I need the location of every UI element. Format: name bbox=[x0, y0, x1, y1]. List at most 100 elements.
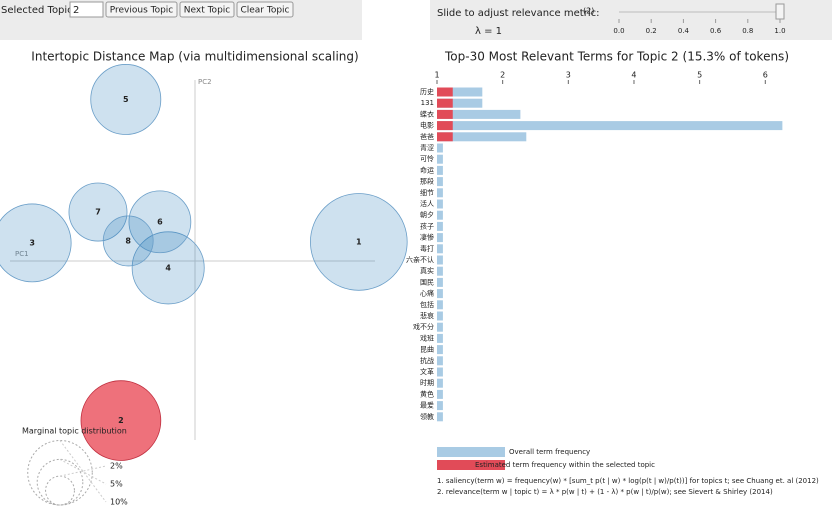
bar-title: Top-30 Most Relevant Terms for Topic 2 (… bbox=[444, 50, 789, 64]
topic-label: 3 bbox=[29, 238, 35, 247]
term-bar[interactable] bbox=[437, 221, 443, 231]
term-bar[interactable] bbox=[437, 132, 527, 142]
term-bar[interactable] bbox=[437, 132, 453, 142]
topic-input-value[interactable]: 2 bbox=[73, 5, 79, 16]
term-label: 青涩 bbox=[420, 143, 434, 152]
slider-tick-label: 0.4 bbox=[678, 27, 690, 35]
topic-bubble[interactable] bbox=[102, 215, 154, 267]
slider-tick-label: 0.0 bbox=[613, 27, 624, 35]
legend-label: 10% bbox=[110, 498, 128, 507]
topic-label: 4 bbox=[165, 263, 171, 272]
legend-circle bbox=[45, 475, 75, 506]
term-bar[interactable] bbox=[437, 311, 443, 321]
term-label: 国民 bbox=[420, 278, 434, 286]
term-bar[interactable] bbox=[437, 109, 453, 119]
term-bar[interactable] bbox=[437, 87, 453, 97]
term-label: 领教 bbox=[420, 412, 434, 421]
term-bar[interactable] bbox=[437, 345, 443, 355]
slider-panel bbox=[430, 0, 832, 40]
term-bar[interactable] bbox=[437, 266, 443, 276]
legend-leader bbox=[59, 440, 107, 503]
x-tick-label: 5 bbox=[697, 71, 702, 80]
topic-label: 6 bbox=[157, 217, 163, 226]
term-label: 凄惨 bbox=[420, 233, 434, 242]
x-tick-label: 2 bbox=[500, 71, 505, 80]
topic-input[interactable] bbox=[69, 1, 104, 18]
term-bar[interactable] bbox=[437, 121, 783, 131]
x-axis-label: PC1 bbox=[15, 250, 29, 258]
term-bar[interactable] bbox=[437, 255, 443, 265]
term-bar[interactable] bbox=[437, 233, 443, 243]
term-bar[interactable] bbox=[437, 177, 443, 187]
button[interactable] bbox=[236, 1, 294, 18]
term-label: 最爱 bbox=[420, 402, 434, 410]
term-bar[interactable] bbox=[437, 322, 443, 332]
term-bar[interactable] bbox=[437, 389, 443, 399]
legend-leader bbox=[59, 465, 107, 477]
term-bar[interactable] bbox=[437, 121, 453, 131]
topic-bubble[interactable] bbox=[80, 380, 162, 461]
term-bar[interactable] bbox=[437, 165, 443, 175]
topic-label: 1 bbox=[356, 237, 362, 246]
slider-tick-label: 1.0 bbox=[774, 27, 785, 35]
term-label: 文革 bbox=[420, 367, 434, 376]
term-bar[interactable] bbox=[437, 300, 443, 310]
legend-swatch bbox=[437, 447, 505, 457]
slider-handle[interactable] bbox=[775, 3, 785, 20]
term-label: 朝夕 bbox=[420, 210, 434, 219]
button[interactable] bbox=[179, 1, 235, 18]
term-bar[interactable] bbox=[437, 98, 483, 108]
term-label: 电影 bbox=[420, 121, 434, 130]
term-label: 命运 bbox=[420, 165, 434, 174]
topic-bubble[interactable] bbox=[128, 190, 192, 254]
button-label[interactable]: Clear Topic bbox=[240, 6, 289, 16]
topic-bubble[interactable] bbox=[90, 64, 162, 135]
legend-circle bbox=[36, 458, 84, 506]
term-bar[interactable] bbox=[437, 210, 443, 220]
term-label: 活人 bbox=[420, 199, 434, 208]
term-bar[interactable] bbox=[437, 143, 443, 153]
x-tick-label: 3 bbox=[566, 71, 571, 80]
topic-bubble[interactable] bbox=[310, 193, 408, 291]
term-bar[interactable] bbox=[437, 333, 443, 343]
term-label: 昆曲 bbox=[420, 345, 434, 354]
term-bar[interactable] bbox=[437, 401, 443, 411]
term-bar[interactable] bbox=[437, 277, 443, 287]
lambda-label: λ = 1 bbox=[475, 26, 502, 37]
term-bar[interactable] bbox=[437, 154, 443, 164]
legend-circle bbox=[27, 439, 93, 506]
topic-bubble[interactable] bbox=[0, 203, 72, 283]
term-bar[interactable] bbox=[437, 289, 443, 299]
term-bar[interactable] bbox=[437, 109, 521, 119]
topic-bubble[interactable] bbox=[131, 231, 205, 305]
term-bar[interactable] bbox=[437, 188, 443, 198]
term-bar[interactable] bbox=[437, 199, 443, 209]
button-label[interactable]: Next Topic bbox=[184, 6, 231, 16]
legend-title: Marginal topic distribution bbox=[22, 427, 127, 436]
term-label: 抗战 bbox=[420, 356, 434, 365]
topic-label: 5 bbox=[123, 95, 129, 104]
footnote: 1. saliency(term w) = frequency(w) * [su… bbox=[437, 477, 819, 485]
term-bar[interactable] bbox=[437, 244, 443, 254]
button[interactable] bbox=[105, 1, 178, 18]
term-bar[interactable] bbox=[437, 98, 453, 108]
term-label: 爸爸 bbox=[420, 132, 434, 141]
term-label: 孩子 bbox=[420, 221, 434, 230]
topic-label: 8 bbox=[125, 236, 131, 245]
term-bar[interactable] bbox=[437, 356, 443, 366]
term-label: 可怜 bbox=[420, 154, 434, 163]
term-bar[interactable] bbox=[437, 367, 443, 377]
legend-label: 2% bbox=[110, 462, 123, 471]
term-label: 历史 bbox=[420, 87, 434, 96]
term-bar[interactable] bbox=[437, 87, 483, 97]
term-label: 毒打 bbox=[420, 244, 434, 253]
topic-label: 2 bbox=[118, 416, 124, 425]
term-bar[interactable] bbox=[437, 412, 443, 422]
slider-note: (2) bbox=[583, 7, 594, 16]
term-label: 心痛 bbox=[420, 289, 434, 298]
term-bar[interactable] bbox=[437, 378, 443, 388]
button-label[interactable]: Previous Topic bbox=[110, 6, 174, 16]
topic-bubble[interactable] bbox=[68, 182, 128, 242]
term-label: 戏班 bbox=[420, 333, 434, 342]
legend-swatch bbox=[437, 460, 505, 470]
